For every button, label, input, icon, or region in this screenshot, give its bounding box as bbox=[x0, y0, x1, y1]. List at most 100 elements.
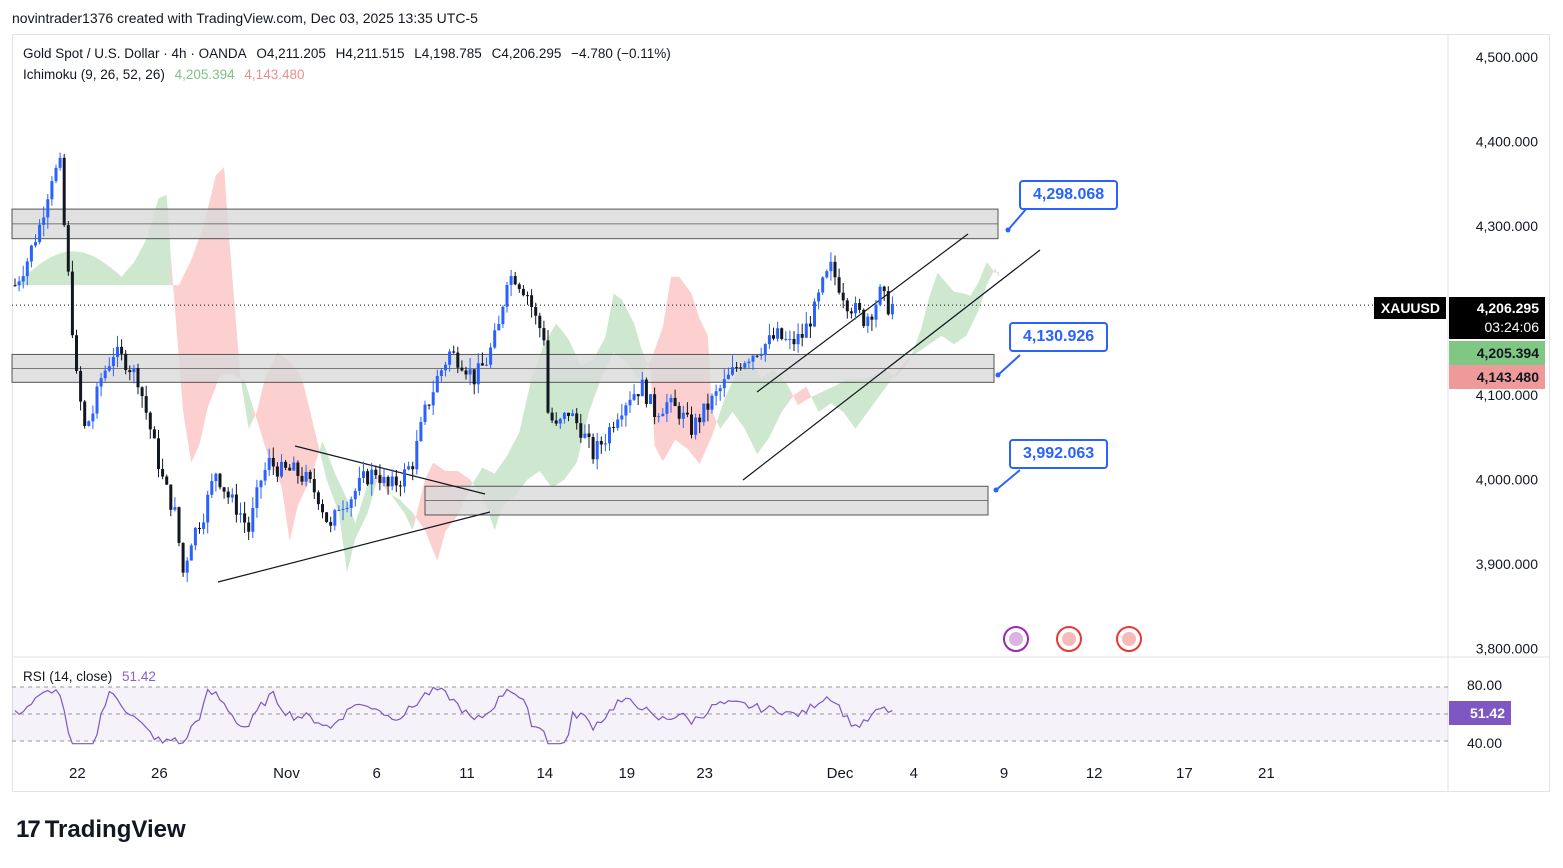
candle-body bbox=[136, 368, 140, 388]
cloud-bullish bbox=[240, 378, 253, 429]
candle-body bbox=[817, 292, 821, 302]
candle-body bbox=[239, 513, 242, 515]
candle-body bbox=[841, 292, 845, 301]
candle-body bbox=[38, 224, 42, 243]
candle-body bbox=[759, 354, 763, 356]
candle-body bbox=[776, 328, 780, 339]
callout-lower[interactable]: 3,992.063 bbox=[1009, 439, 1109, 469]
symbol-legend[interactable]: Gold Spot / U.S. Dollar · 4h · OANDA O4,… bbox=[23, 46, 677, 61]
cloud-bearish bbox=[789, 386, 811, 406]
rsi-tick-label: 40.00 bbox=[1467, 735, 1502, 751]
cloud-bullish bbox=[810, 369, 893, 429]
candle-body bbox=[874, 304, 878, 320]
x-tick-label: 22 bbox=[69, 765, 86, 782]
y-tick-label: 3,900.000 bbox=[1476, 556, 1538, 572]
candle-body bbox=[497, 324, 501, 331]
last-price-tag: 4,206.295 bbox=[1449, 297, 1545, 319]
candle-body bbox=[862, 309, 866, 326]
lightning-event-icon bbox=[1003, 626, 1029, 652]
x-tick-label: Nov bbox=[273, 765, 300, 782]
close-value: C4,206.295 bbox=[491, 46, 562, 61]
y-tick-label: 4,400.000 bbox=[1476, 134, 1538, 150]
candle-body bbox=[804, 323, 808, 338]
candle-body bbox=[91, 413, 95, 422]
candle-body bbox=[612, 427, 616, 429]
rsi-line bbox=[14, 686, 893, 745]
candle-body bbox=[411, 466, 415, 470]
x-tick-label: 6 bbox=[373, 765, 381, 782]
candle-body bbox=[435, 375, 439, 393]
candle-body bbox=[148, 412, 152, 430]
candle-body bbox=[111, 357, 115, 367]
y-tick-label: 3,800.000 bbox=[1476, 641, 1538, 657]
candle-body bbox=[116, 346, 119, 358]
candle-body bbox=[521, 288, 525, 296]
candle-body bbox=[341, 508, 345, 510]
candle-body bbox=[706, 403, 710, 410]
candle-body bbox=[54, 167, 58, 182]
x-tick-label: 17 bbox=[1176, 765, 1193, 782]
candle-body bbox=[485, 364, 488, 366]
candle-body bbox=[267, 457, 271, 471]
candle-body bbox=[661, 413, 665, 417]
low-value: L4,198.785 bbox=[414, 46, 482, 61]
x-tick-label: 26 bbox=[151, 765, 168, 782]
candle-body bbox=[755, 355, 759, 357]
candle-body bbox=[636, 394, 640, 397]
candle-body bbox=[46, 199, 50, 218]
x-tick-label: 11 bbox=[459, 765, 475, 782]
ichimoku-legend[interactable]: Ichimoku (9, 26, 52, 26) 4,205.394 4,143… bbox=[23, 67, 310, 82]
cloud-bearish bbox=[990, 267, 995, 277]
candle-body bbox=[214, 473, 218, 482]
candle-body bbox=[526, 295, 529, 297]
candle-body bbox=[640, 379, 644, 397]
candle-body bbox=[505, 284, 509, 307]
rsi-legend[interactable]: RSI (14, close) 51.42 bbox=[23, 669, 162, 684]
candle-body bbox=[271, 457, 275, 467]
x-tick-label: 23 bbox=[696, 765, 713, 782]
candle-body bbox=[21, 276, 25, 282]
rsi-legend-value: 51.42 bbox=[122, 669, 156, 684]
callout-upper[interactable]: 4,298.068 bbox=[1019, 180, 1119, 210]
candle-body bbox=[243, 513, 247, 523]
candle-body bbox=[571, 413, 575, 416]
callout-middle[interactable]: 4,130.926 bbox=[1009, 322, 1109, 352]
candle-body bbox=[731, 367, 734, 375]
rsi-band bbox=[12, 687, 1448, 741]
candle-body bbox=[25, 261, 29, 277]
candle-body bbox=[685, 412, 689, 415]
candle-body bbox=[509, 276, 513, 285]
candle-body bbox=[62, 157, 66, 226]
ichimoku-label: Ichimoku (9, 26, 52, 26) bbox=[23, 67, 165, 82]
candle-body bbox=[124, 353, 128, 371]
cloud-bearish bbox=[252, 352, 319, 542]
candle-body bbox=[501, 306, 505, 325]
candle-body bbox=[386, 476, 390, 487]
candle-body bbox=[726, 374, 730, 380]
candle-body bbox=[784, 338, 788, 340]
candle-body bbox=[325, 512, 329, 523]
candle-body bbox=[866, 316, 870, 326]
y-tick-label: 4,500.000 bbox=[1476, 49, 1538, 65]
ichimoku-a-tag: 4,205.394 bbox=[1449, 341, 1545, 365]
candle-body bbox=[468, 369, 472, 375]
x-tick-label: 19 bbox=[618, 765, 635, 782]
candle-body bbox=[280, 461, 283, 477]
candle-body bbox=[251, 507, 255, 532]
candle-body bbox=[849, 311, 853, 314]
candle-body bbox=[821, 277, 825, 293]
candle-body bbox=[800, 333, 804, 338]
candle-body bbox=[747, 361, 751, 364]
tradingview-logo[interactable]: 17 TradingView bbox=[16, 816, 186, 844]
candle-body bbox=[157, 438, 160, 470]
candle-body bbox=[193, 527, 197, 546]
candle-body bbox=[886, 291, 890, 315]
candle-body bbox=[813, 301, 816, 327]
candle-body bbox=[788, 338, 792, 340]
trend-line bbox=[294, 445, 486, 495]
candle-body bbox=[743, 363, 747, 368]
symbol-tag: XAUUSD bbox=[1374, 297, 1446, 319]
y-tick-label: 4,300.000 bbox=[1476, 218, 1538, 234]
candle-body bbox=[296, 462, 300, 476]
